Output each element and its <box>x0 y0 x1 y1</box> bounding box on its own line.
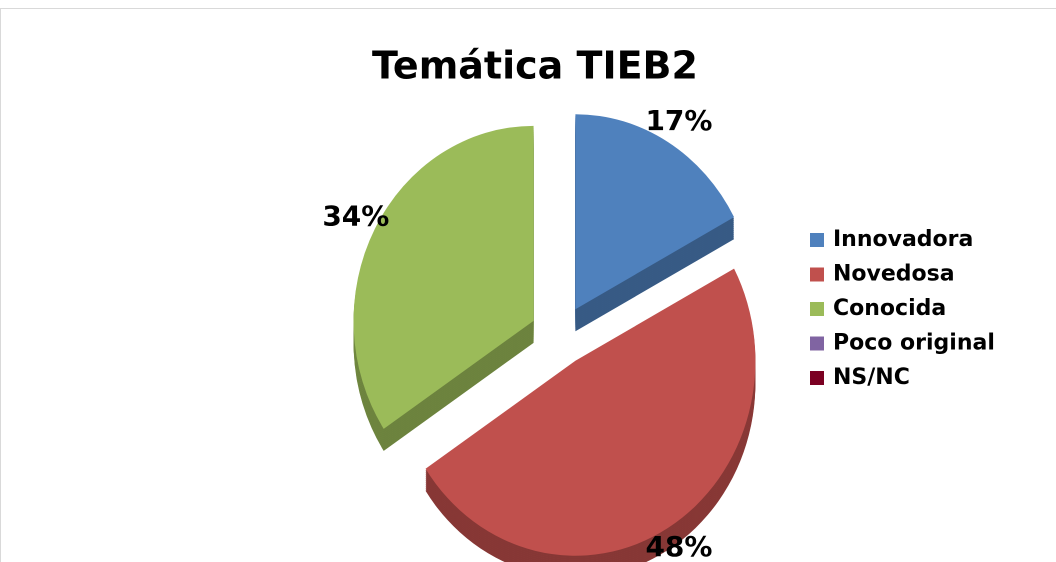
legend-swatch <box>810 371 824 385</box>
legend-swatch <box>810 267 824 282</box>
legend-label: Innovadora <box>833 227 973 252</box>
data-label: 34% <box>322 200 389 233</box>
legend-label: NS/NC <box>833 365 910 390</box>
legend-swatch <box>810 233 824 247</box>
pie-slice <box>353 125 534 429</box>
pie-slice <box>425 268 756 556</box>
pie-slice <box>575 114 735 310</box>
data-label: 17% <box>645 104 712 137</box>
data-label: 48% <box>645 530 712 562</box>
legend-label: Conocida <box>833 296 946 321</box>
legend-swatch <box>810 336 824 351</box>
legend-label: Poco original <box>833 331 995 356</box>
legend-swatch <box>810 302 824 316</box>
legend-label: Novedosa <box>833 262 955 287</box>
chart-title: Temática TIEB2 <box>372 44 698 88</box>
